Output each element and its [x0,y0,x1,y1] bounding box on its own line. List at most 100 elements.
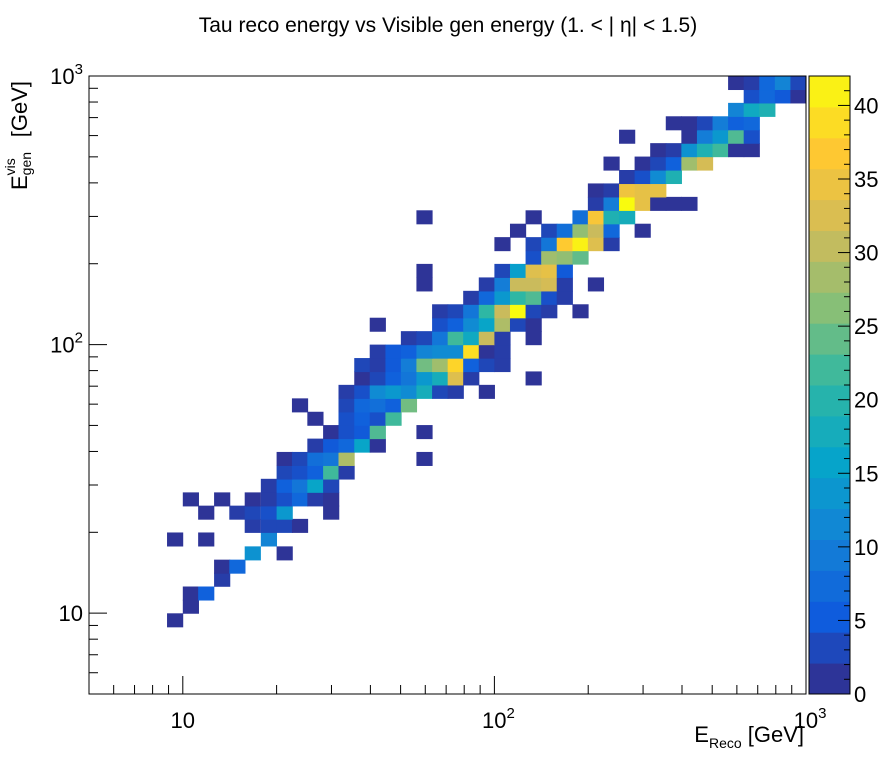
heatmap-cell [572,304,589,319]
heatmap-cell [385,384,402,399]
heatmap-cell [541,277,558,292]
colorbar-swatch [809,106,850,139]
heatmap-cell [478,344,495,359]
heatmap-cell [525,371,542,386]
colorbar-tick-label: 30 [854,241,878,266]
colorbar: 0 5 10 15 20 25 30 35 40 [808,75,878,707]
heatmap-cell [572,237,589,252]
heatmap-cell [338,438,355,453]
heatmap-cell [634,183,651,198]
heatmap-cell [276,492,293,507]
y-tick-label: 103 [50,61,83,89]
heatmap-cell [338,465,355,480]
heatmap-cell [665,116,682,131]
heatmap-cell [541,250,558,265]
heatmap-cell [416,451,433,466]
heatmap-cell [587,277,605,292]
colorbar-swatch [809,508,850,540]
heatmap-cell [291,478,309,493]
heatmap-cell [759,76,776,77]
heatmap-cell [728,102,745,117]
heatmap-cell [447,331,464,346]
heatmap-cell [619,210,636,225]
heatmap-cell [307,492,324,507]
heatmap-cell [494,317,511,332]
heatmap-cell [416,277,433,292]
x-label-main: E [694,722,709,747]
heatmap-cell [728,143,745,158]
heatmap-cell [619,170,636,185]
heatmap-cell [587,183,605,198]
heatmap-cell [603,237,620,252]
x-tick-label: 103 [794,705,827,733]
heatmap-cell [385,371,402,386]
heatmap-cell [447,371,464,386]
heatmap-cell [432,371,449,386]
heatmap-cell [572,223,589,238]
heatmap-cell [291,492,309,507]
heatmap-cell [323,478,340,493]
heatmap-cell [323,451,340,466]
heatmap-cell [634,170,651,185]
colorbar-swatch [809,570,850,602]
x-tick-label: 10 [171,708,195,733]
heatmap-cell [619,183,636,198]
heatmap-cell [478,384,495,399]
colorbar-swatch [809,632,850,664]
heatmap-cell [494,331,511,346]
heatmap-cell [634,223,651,238]
heatmap-cell [650,196,667,211]
heatmap-cell [369,344,386,359]
heatmap-cell [369,358,386,373]
heatmap-cell [806,49,822,63]
heatmap-cell [494,304,511,319]
heatmap-cell [541,290,558,305]
heatmap-cell [478,277,495,292]
heatmap-cell [338,398,355,413]
heatmap-cell [541,237,558,252]
heatmap-cell [478,358,495,373]
heatmap-cell [244,518,261,533]
heatmap-cell [354,371,371,386]
heatmap-cell [307,451,324,466]
heatmap-cell [276,465,293,480]
heatmap-cell [354,384,371,399]
heatmap-cell [369,425,386,440]
heatmap-cell [354,358,371,373]
heatmap-cell [276,546,293,561]
heatmap-cell [556,250,573,265]
heatmap-cell [338,384,355,399]
heatmap-cell [182,492,199,507]
y-label-main: E [6,175,32,190]
heatmap-cell [603,183,620,198]
heatmap-cell [572,210,589,225]
colorbar-tick-label: 35 [854,167,878,192]
heatmap-cell [525,304,542,319]
heatmap-cell [494,358,511,373]
heatmap-cell [260,505,278,520]
colorbar-swatch [809,477,850,510]
y-label-sub: gen [18,151,34,176]
heatmap-cell [743,76,760,91]
heatmap-cell [556,263,573,278]
heatmap-cell [572,250,589,265]
heatmap-cell [541,263,558,278]
heatmap-cell [214,559,231,574]
heatmap-cell [400,344,418,359]
heatmap-cell [619,196,636,211]
heatmap-cell [478,317,495,332]
heatmap-cell [369,438,386,453]
heatmap-cell [244,505,261,520]
heatmap-cell [338,451,355,466]
heatmap-cell [665,196,682,211]
heatmap-cell [369,398,386,413]
heatmap-cell [774,76,792,91]
heatmap-cell [478,331,495,346]
heatmap-cell [385,358,402,373]
heatmap-cell [260,532,278,547]
heatmap-cell [182,586,199,601]
heatmap-cell [743,143,760,158]
heatmap-cell [276,518,293,533]
heatmap-cell [432,304,449,319]
